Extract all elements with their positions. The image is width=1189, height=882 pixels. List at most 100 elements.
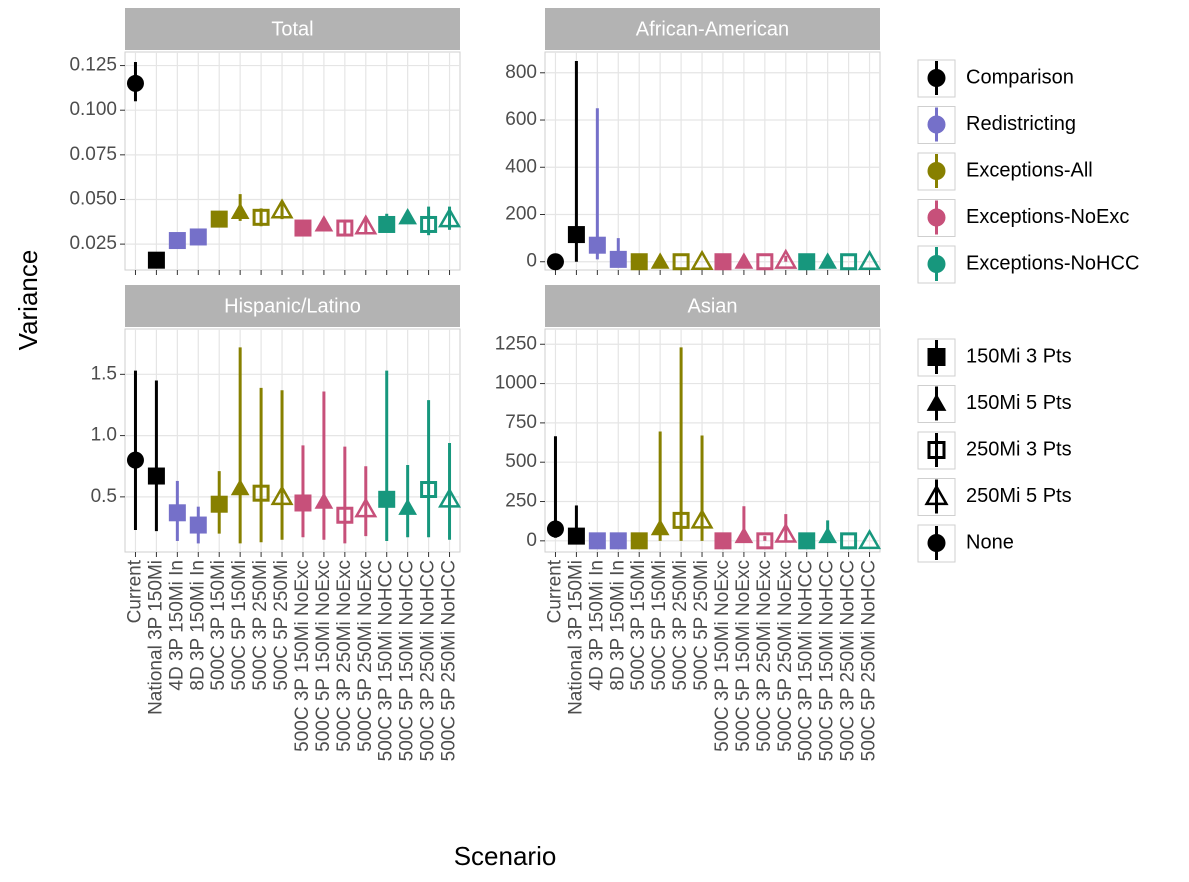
point xyxy=(252,208,270,226)
x-tick-label: Current xyxy=(544,559,565,623)
point xyxy=(314,215,334,232)
point xyxy=(420,481,438,499)
y-tick-label: 1.5 xyxy=(91,363,117,384)
legend-label: 150Mi 5 Pts xyxy=(966,392,1072,414)
point xyxy=(818,526,838,544)
point xyxy=(630,532,648,550)
point xyxy=(270,484,294,506)
x-tick-label: 500C 3P 150Mi NoExc xyxy=(712,560,733,752)
legend-symbol xyxy=(927,162,946,180)
strip xyxy=(545,8,880,50)
legend-symbol xyxy=(927,208,946,227)
point xyxy=(650,252,670,269)
point xyxy=(609,532,627,550)
legend-label: 250Mi 3 Pts xyxy=(966,438,1072,460)
x-tick-label: 500C 3P 150Mi NoHCC xyxy=(796,560,817,761)
point xyxy=(690,249,714,270)
point xyxy=(168,232,186,250)
point xyxy=(588,236,606,254)
panel-title: Total xyxy=(271,18,313,40)
panel-background xyxy=(544,51,881,271)
x-tick-label: 500C 5P 250Mi NoHCC xyxy=(439,560,460,761)
point xyxy=(546,253,564,271)
panel-title: African-American xyxy=(636,18,789,40)
point xyxy=(336,219,354,237)
x-tick-label: 500C 3P 250Mi xyxy=(670,560,691,691)
point xyxy=(798,253,816,271)
x-tick-label: National 3P 150Mi xyxy=(565,560,586,715)
x-tick-label: 500C 3P 250Mi NoExc xyxy=(754,560,775,752)
point xyxy=(230,478,250,496)
point xyxy=(354,214,378,235)
point xyxy=(774,248,798,269)
point xyxy=(858,528,882,550)
x-tick-label: 500C 3P 150Mi NoHCC xyxy=(376,560,397,761)
x-tick-label: 500C 3P 150Mi xyxy=(628,560,649,691)
point xyxy=(314,492,334,509)
point xyxy=(147,251,165,269)
panel-title: Asian xyxy=(687,295,737,317)
x-tick-label: 500C 5P 150Mi xyxy=(649,560,670,691)
strip xyxy=(125,285,460,327)
point xyxy=(147,467,165,485)
y-tick-label: 0 xyxy=(526,530,537,551)
y-tick-label: 0.5 xyxy=(91,486,117,507)
point xyxy=(734,526,754,544)
legend-label: None xyxy=(966,531,1014,553)
x-tick-label: 500C 5P 250Mi xyxy=(691,560,712,691)
point xyxy=(567,527,585,545)
point xyxy=(714,532,732,550)
legend-label: 250Mi 5 Pts xyxy=(966,485,1072,507)
x-tick-label: 500C 5P 150Mi NoHCC xyxy=(817,560,838,761)
x-tick-label: 500C 5P 150Mi NoHCC xyxy=(397,560,418,761)
x-tick-label: 500C 5P 250Mi NoExc xyxy=(355,560,376,752)
point xyxy=(378,215,396,233)
strip xyxy=(545,285,880,327)
point xyxy=(294,494,312,512)
legend-label: Comparison xyxy=(966,66,1074,88)
x-tick-label: 500C 3P 250Mi NoHCC xyxy=(838,560,859,761)
x-tick-label: 500C 3P 250Mi NoExc xyxy=(334,560,355,752)
legend-label: Exceptions-NoExc xyxy=(966,206,1129,228)
point xyxy=(546,520,564,538)
point xyxy=(252,484,270,502)
point xyxy=(567,226,585,244)
x-tick-label: 500C 3P 150Mi xyxy=(208,560,229,691)
x-tick-label: 4D 3P 150Mi In xyxy=(586,560,607,691)
point xyxy=(756,532,774,550)
point xyxy=(336,506,354,524)
point xyxy=(126,74,144,92)
point xyxy=(189,516,207,534)
point xyxy=(210,495,228,513)
legend-symbol xyxy=(924,484,949,506)
x-tick-label: 500C 5P 250Mi xyxy=(271,560,292,691)
legend-symbol xyxy=(927,348,946,366)
panel-background xyxy=(544,328,881,553)
y-tick-label: 200 xyxy=(505,204,537,225)
point xyxy=(650,518,670,536)
legend-label: 150Mi 3 Pts xyxy=(966,345,1072,367)
legend-symbol xyxy=(926,393,947,411)
x-tick-label: National 3P 150Mi xyxy=(145,560,166,715)
y-tick-label: 250 xyxy=(505,491,537,512)
point xyxy=(210,210,228,228)
y-tick-label: 0.075 xyxy=(69,144,117,165)
y-tick-label: 0.125 xyxy=(69,55,117,76)
point xyxy=(818,252,838,269)
legend-label: Exceptions-All xyxy=(966,159,1093,181)
point xyxy=(798,532,816,550)
point xyxy=(609,250,627,268)
point xyxy=(294,219,312,237)
point xyxy=(734,252,754,269)
point xyxy=(672,511,690,529)
panel-title: Hispanic/Latino xyxy=(224,295,361,317)
y-tick-label: 400 xyxy=(505,156,537,177)
legend-symbol xyxy=(927,441,946,459)
legend-label: Exceptions-NoHCC xyxy=(966,252,1139,274)
point xyxy=(840,253,858,271)
point xyxy=(378,490,396,508)
legend-symbol xyxy=(927,69,946,87)
point xyxy=(189,228,207,246)
y-tick-label: 600 xyxy=(505,109,537,130)
